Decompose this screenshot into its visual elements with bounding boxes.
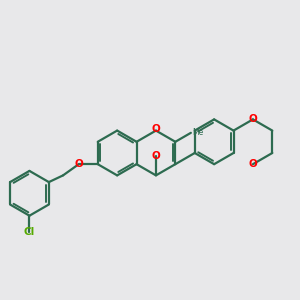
Text: O: O — [248, 159, 257, 169]
Text: O: O — [248, 114, 257, 124]
Text: O: O — [74, 159, 83, 169]
Text: Cl: Cl — [24, 227, 35, 238]
Text: O: O — [152, 151, 160, 161]
Text: O: O — [152, 124, 160, 134]
Text: Me: Me — [192, 128, 204, 137]
